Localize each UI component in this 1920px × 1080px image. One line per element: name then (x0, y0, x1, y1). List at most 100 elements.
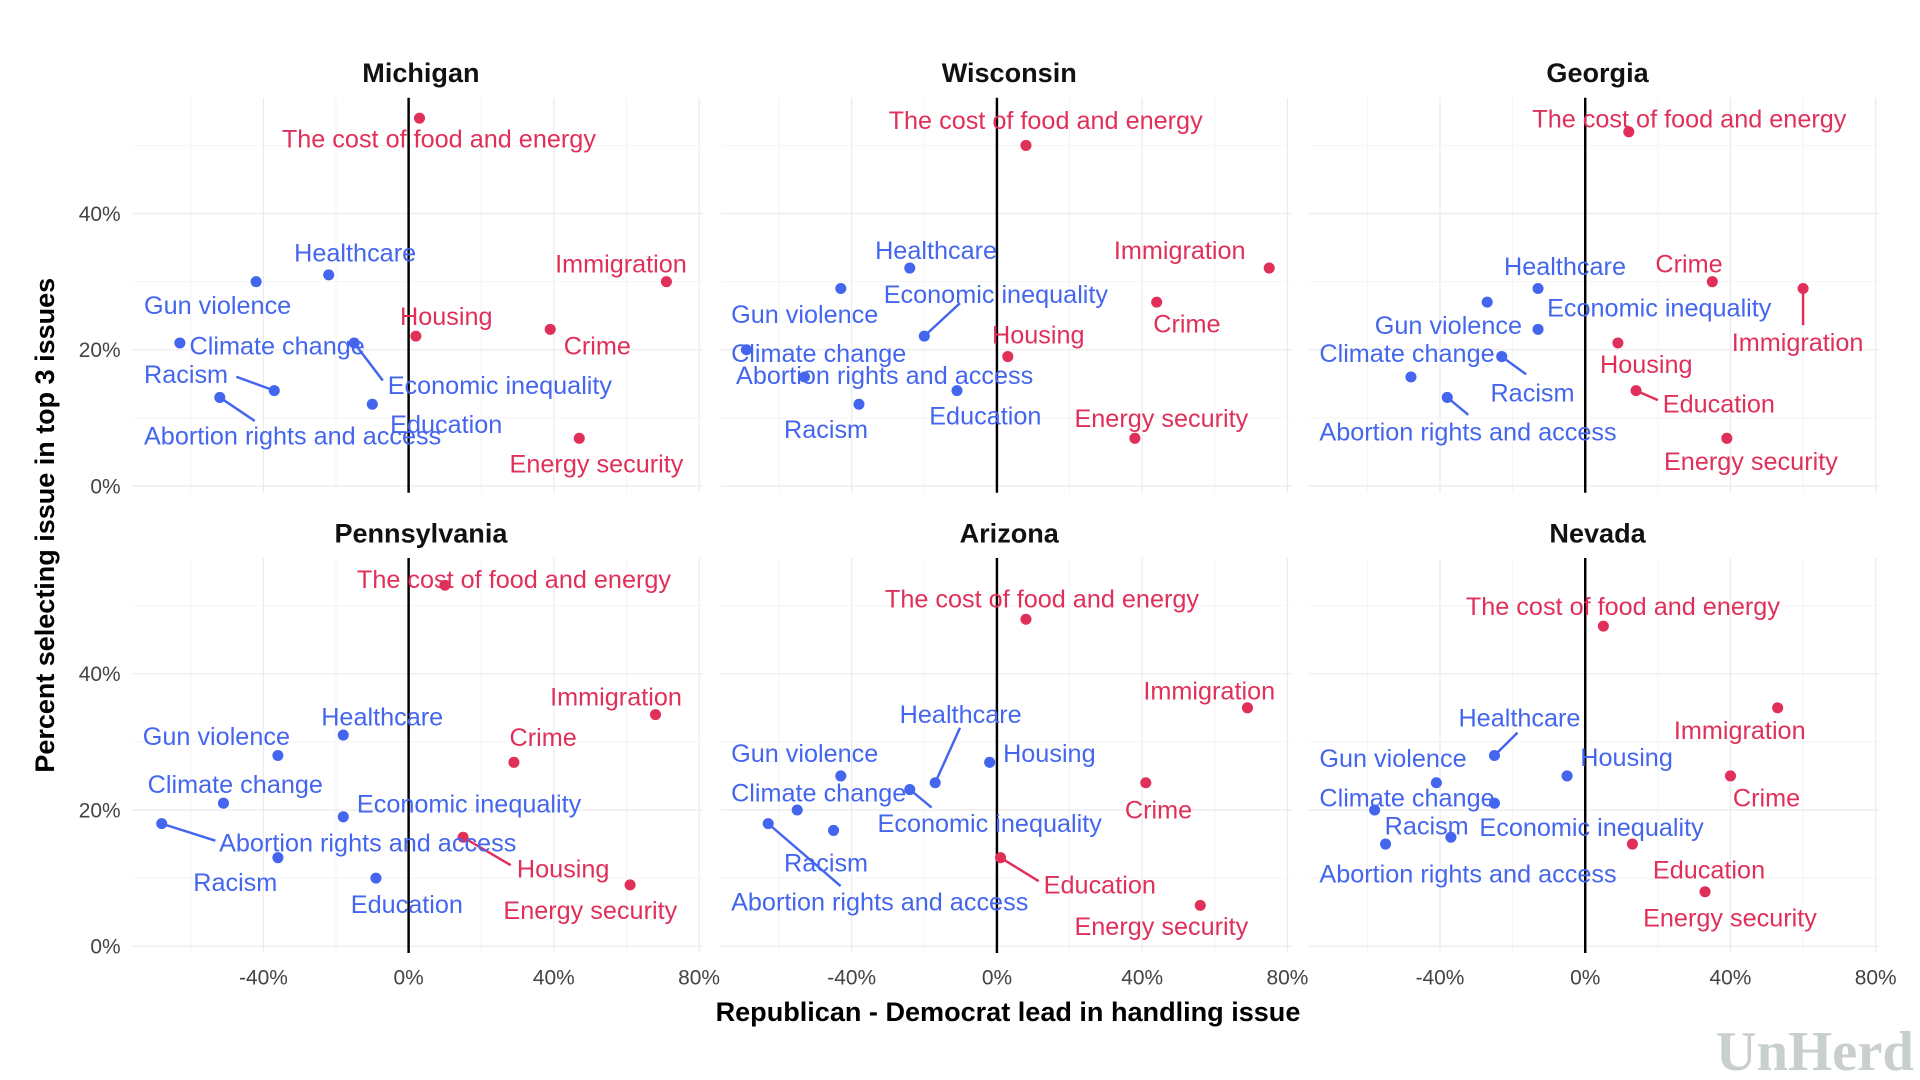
panel-pennsylvania: Pennsylvania 0% 20% 40% -40% 0% 40% 80% The cost… (79, 518, 720, 989)
data-point (995, 852, 1007, 864)
leader-line (767, 822, 842, 888)
data-point (1488, 749, 1500, 762)
point-label: Immigration (1732, 329, 1864, 357)
point-label: Gun violence (143, 723, 290, 751)
point-label: Housing (992, 322, 1085, 350)
point-label: Crime (510, 724, 577, 752)
point-label: Immigration (550, 684, 682, 712)
data-point (217, 797, 229, 809)
panel-nevada: Nevada -40% 0% 40% 80% The cost of food and e… (1309, 518, 1897, 989)
panel-wisconsin: Wisconsin The cost of food and energy Immi… (720, 58, 1292, 493)
data-point (573, 432, 585, 444)
y-tick-label: 0% (90, 475, 120, 498)
point-label: Climate change (731, 779, 906, 807)
data-point (1626, 838, 1638, 850)
point-label: Economic inequality (357, 790, 582, 818)
point-label: Crime (564, 333, 631, 361)
data-point (1194, 899, 1206, 911)
point-label: Economic inequality (1479, 814, 1704, 842)
point-label: Energy security (1643, 905, 1817, 933)
panel-title: Michigan (362, 58, 479, 88)
point-label: Gun violence (731, 740, 878, 768)
point-label: Energy security (510, 451, 684, 479)
panel-georgia: Georgia The cost of food and energy Crime I… (1309, 58, 1880, 493)
y-tick-label: 0% (90, 936, 120, 959)
data-point (174, 337, 186, 349)
point-label: Education (1044, 871, 1156, 899)
y-tick-label: 20% (79, 339, 121, 362)
point-label: Energy security (1074, 405, 1248, 433)
point-label: Economic inequality (878, 810, 1103, 838)
leader-line (999, 856, 1040, 883)
point-label: Gun violence (1319, 745, 1466, 773)
y-tick-label: 40% (79, 203, 121, 226)
x-tick-label: 0% (1570, 966, 1600, 989)
point-label: Climate change (148, 771, 323, 799)
data-point (1020, 613, 1032, 625)
data-point (762, 818, 774, 830)
point-label: Climate change (1319, 784, 1494, 812)
point-label: Energy security (503, 897, 677, 925)
data-point (660, 276, 672, 288)
x-tick-label: 80% (678, 966, 720, 989)
data-point (929, 777, 941, 789)
leader-line (923, 302, 961, 338)
leader-line (219, 396, 256, 422)
point-label: Healthcare (321, 703, 443, 731)
point-label: Gun violence (144, 292, 291, 320)
data-point (904, 784, 916, 796)
panel-arizona: Arizona -40% 0% 40% 80% The cost of food and … (720, 518, 1308, 989)
point-label: Immigration (555, 250, 687, 278)
point-label: Abortion rights and access (1319, 419, 1616, 447)
leader-line (934, 727, 962, 784)
data-point (1699, 886, 1711, 898)
data-point (1532, 323, 1544, 335)
data-point (1496, 351, 1508, 363)
data-point (740, 344, 752, 356)
leader-line (161, 822, 216, 842)
point-label: Economic inequality (884, 281, 1109, 309)
y-tick-label: 40% (79, 663, 121, 686)
point-label: Education (929, 403, 1041, 431)
data-point (1445, 831, 1457, 843)
data-point (649, 709, 662, 721)
data-point (1532, 282, 1544, 294)
data-point (1797, 282, 1809, 294)
data-point (624, 879, 636, 891)
point-label: Gun violence (1375, 312, 1522, 340)
point-label: Racism (144, 361, 228, 389)
leader-line (353, 342, 384, 382)
data-point (1241, 702, 1253, 714)
point-label: Racism (1385, 813, 1469, 841)
panel-michigan: Michigan 0% 20% 40% The cost of food and ene… (79, 58, 703, 498)
y-axis-title: Percent selecting issue in top 3 issues (30, 278, 60, 773)
point-label: Education (1653, 857, 1765, 885)
point-label: The cost of food and energy (357, 566, 672, 594)
data-point (951, 385, 963, 397)
data-point (1488, 797, 1500, 809)
point-label: Education (351, 891, 463, 919)
x-tick-label: 40% (1710, 966, 1752, 989)
point-label: Economic inequality (1547, 295, 1772, 323)
point-label: Crime (1153, 311, 1220, 339)
data-point (1721, 432, 1733, 444)
data-point (1612, 337, 1624, 349)
data-point (1706, 276, 1718, 288)
data-point (1597, 620, 1609, 632)
data-point (268, 385, 280, 397)
point-label: The cost of food and energy (1466, 593, 1781, 621)
data-point (337, 729, 349, 741)
point-label: Housing (1003, 740, 1096, 768)
x-tick-label: 80% (1266, 966, 1308, 989)
leader-line (462, 836, 512, 867)
point-label: Healthcare (875, 237, 997, 265)
point-label: Abortion rights and access (219, 830, 516, 858)
point-label: The cost of food and energy (889, 107, 1204, 135)
point-label: Housing (1600, 351, 1693, 379)
point-label: Abortion rights and access (1319, 860, 1616, 888)
data-point (156, 818, 168, 830)
data-point (828, 824, 840, 836)
point-label: Climate change (190, 333, 365, 361)
panel-title: Arizona (960, 518, 1060, 548)
